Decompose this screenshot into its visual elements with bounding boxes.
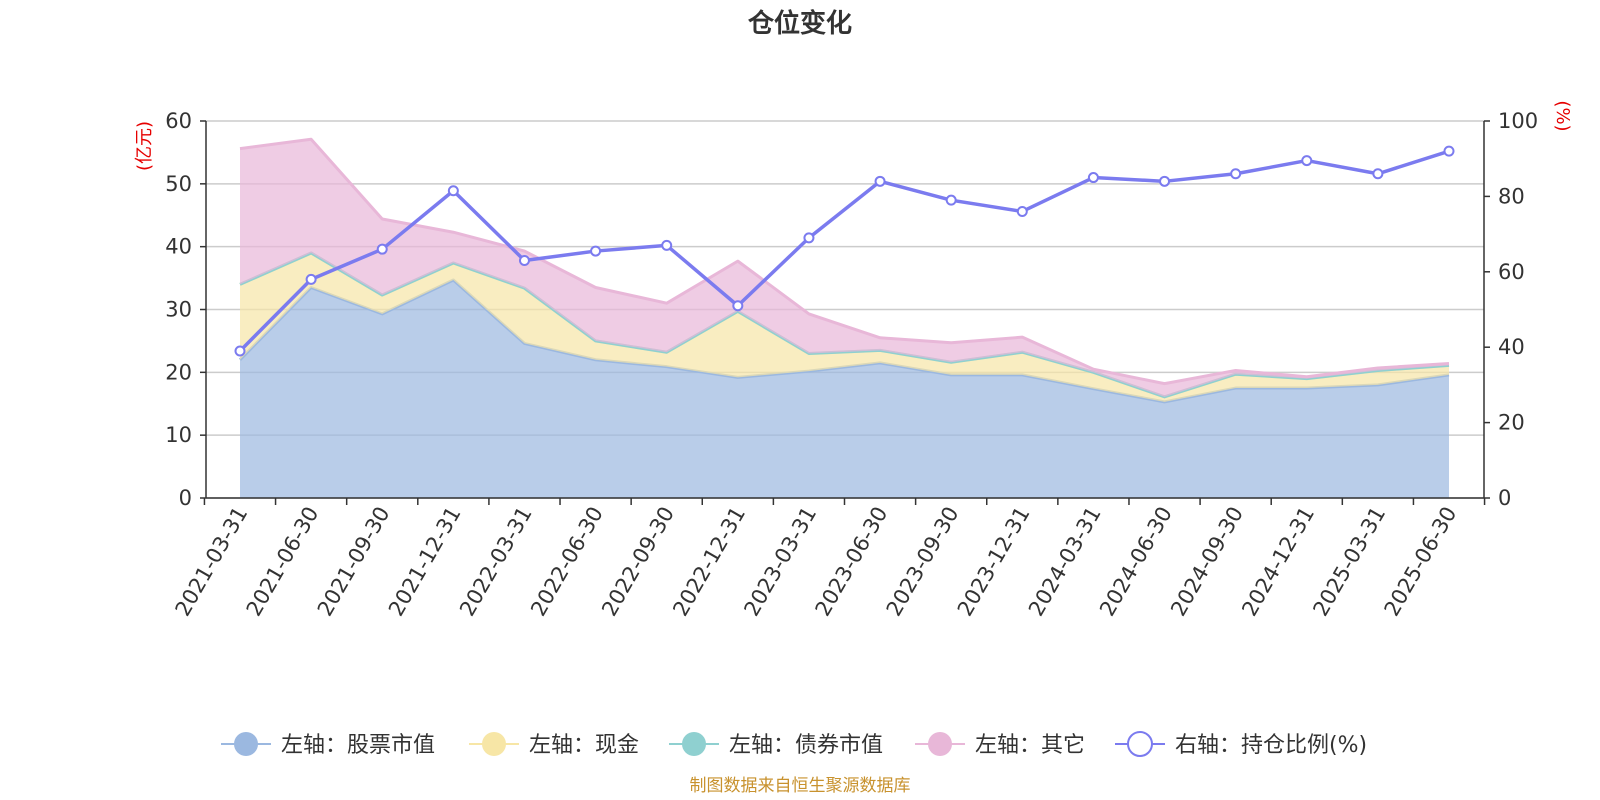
legend-swatch-2 (682, 732, 706, 756)
left-axis-unit: (亿元) (134, 121, 155, 171)
right-tick-label-2: 40 (1498, 335, 1525, 359)
area-series (238, 137, 1450, 498)
x-tick-label-14: 2024-09-30 (1166, 503, 1248, 621)
area-fill-1 (240, 252, 1449, 402)
x-tick-label-2: 2021-09-30 (313, 503, 395, 621)
legend-swatch-1 (482, 732, 506, 756)
x-tick-label-15: 2024-12-31 (1237, 503, 1319, 621)
legend-item-3: 左轴：其它 (915, 732, 1085, 758)
ratio-point-13 (1159, 175, 1171, 187)
x-tick-label-3: 2021-12-31 (384, 503, 466, 621)
ratio-point-8 (803, 232, 815, 244)
area-fill-3 (240, 139, 1449, 397)
right-axis-unit: (%) (1552, 100, 1573, 131)
x-tick-label-10: 2023-09-30 (882, 503, 964, 621)
legend-item-0: 左轴：股票市值 (221, 732, 435, 758)
ratio-point-11 (1016, 205, 1028, 217)
x-tick-label-16: 2025-03-31 (1308, 503, 1390, 621)
right-tick-label-3: 60 (1498, 260, 1525, 284)
ratio-point-16 (1372, 168, 1384, 180)
x-tick-label-8: 2023-03-31 (739, 503, 821, 621)
ratio-point-5 (590, 245, 602, 257)
ratio-point-12 (1087, 172, 1099, 184)
ratio-point-2 (376, 243, 388, 255)
area-fill-0 (240, 279, 1449, 498)
legend-label-1: 左轴：现金 (529, 733, 639, 758)
left-tick-label-1: 10 (165, 423, 192, 447)
ratio-point-0 (234, 345, 246, 357)
legend-item-2: 左轴：债券市值 (669, 732, 883, 758)
ratio-point-3 (447, 185, 459, 197)
legend: 左轴：股票市值 左轴：现金 左轴：债券市值 左轴：其它 右轴：持仓比例(%) (221, 731, 1367, 758)
ratio-point-7 (732, 300, 744, 312)
x-tick-label-11: 2023-12-31 (953, 503, 1035, 621)
legend-item-1: 左轴：现金 (469, 732, 639, 758)
chart-title: 仓位变化 (747, 8, 852, 39)
legend-swatch-3 (928, 732, 952, 756)
x-tick-label-1: 2021-06-30 (242, 503, 324, 621)
right-tick-label-0: 0 (1498, 486, 1511, 510)
legend-label-2: 左轴：债券市值 (729, 733, 883, 758)
x-axis-ticks: 2021-03-312021-06-302021-09-302021-12-31… (171, 498, 1486, 621)
x-tick-label-9: 2023-06-30 (811, 503, 893, 621)
left-tick-label-3: 30 (165, 298, 192, 322)
holding-ratio-line (234, 145, 1455, 357)
left-tick-label-0: 0 (179, 486, 192, 510)
x-tick-label-6: 2022-09-30 (597, 503, 679, 621)
legend-item-4: 右轴：持仓比例(%) (1115, 731, 1367, 758)
ratio-point-6 (661, 239, 673, 251)
left-tick-label-4: 40 (165, 235, 192, 259)
x-tick-label-4: 2022-03-31 (455, 503, 537, 621)
area-line-3 (239, 137, 1450, 386)
ratio-point-17 (1443, 145, 1455, 157)
ratio-point-1 (305, 273, 317, 285)
x-tick-label-5: 2022-06-30 (526, 503, 608, 621)
ratio-line-path-0 (238, 149, 1450, 353)
ratio-point-14 (1230, 168, 1242, 180)
left-tick-label-5: 50 (165, 172, 192, 196)
left-axis-ticks: 0 10 20 30 40 50 60 (165, 109, 206, 510)
right-axis-ticks: 0 20 40 60 80 100 (1484, 109, 1538, 510)
legend-label-0: 左轴：股票市值 (281, 733, 435, 758)
left-tick-label-6: 60 (165, 109, 192, 133)
x-tick-label-0: 2021-03-31 (171, 503, 253, 621)
ratio-point-4 (518, 254, 530, 266)
right-tick-label-1: 20 (1498, 411, 1525, 435)
x-tick-label-7: 2022-12-31 (668, 503, 750, 621)
legend-label-3: 左轴：其它 (975, 733, 1085, 758)
source-note: 制图数据来自恒生聚源数据库 (690, 776, 911, 796)
right-tick-label-4: 80 (1498, 184, 1525, 208)
right-tick-label-5: 100 (1498, 109, 1538, 133)
left-tick-label-2: 20 (165, 360, 192, 384)
x-tick-label-17: 2025-06-30 (1380, 503, 1462, 621)
ratio-point-15 (1301, 155, 1313, 167)
x-tick-label-12: 2024-03-31 (1024, 503, 1106, 621)
x-tick-label-13: 2024-06-30 (1095, 503, 1177, 621)
legend-swatch-0 (234, 732, 258, 756)
ratio-point-10 (945, 194, 957, 206)
legend-label-4: 右轴：持仓比例(%) (1175, 733, 1367, 758)
ratio-point-9 (874, 175, 886, 187)
legend-swatch-4 (1127, 731, 1153, 757)
